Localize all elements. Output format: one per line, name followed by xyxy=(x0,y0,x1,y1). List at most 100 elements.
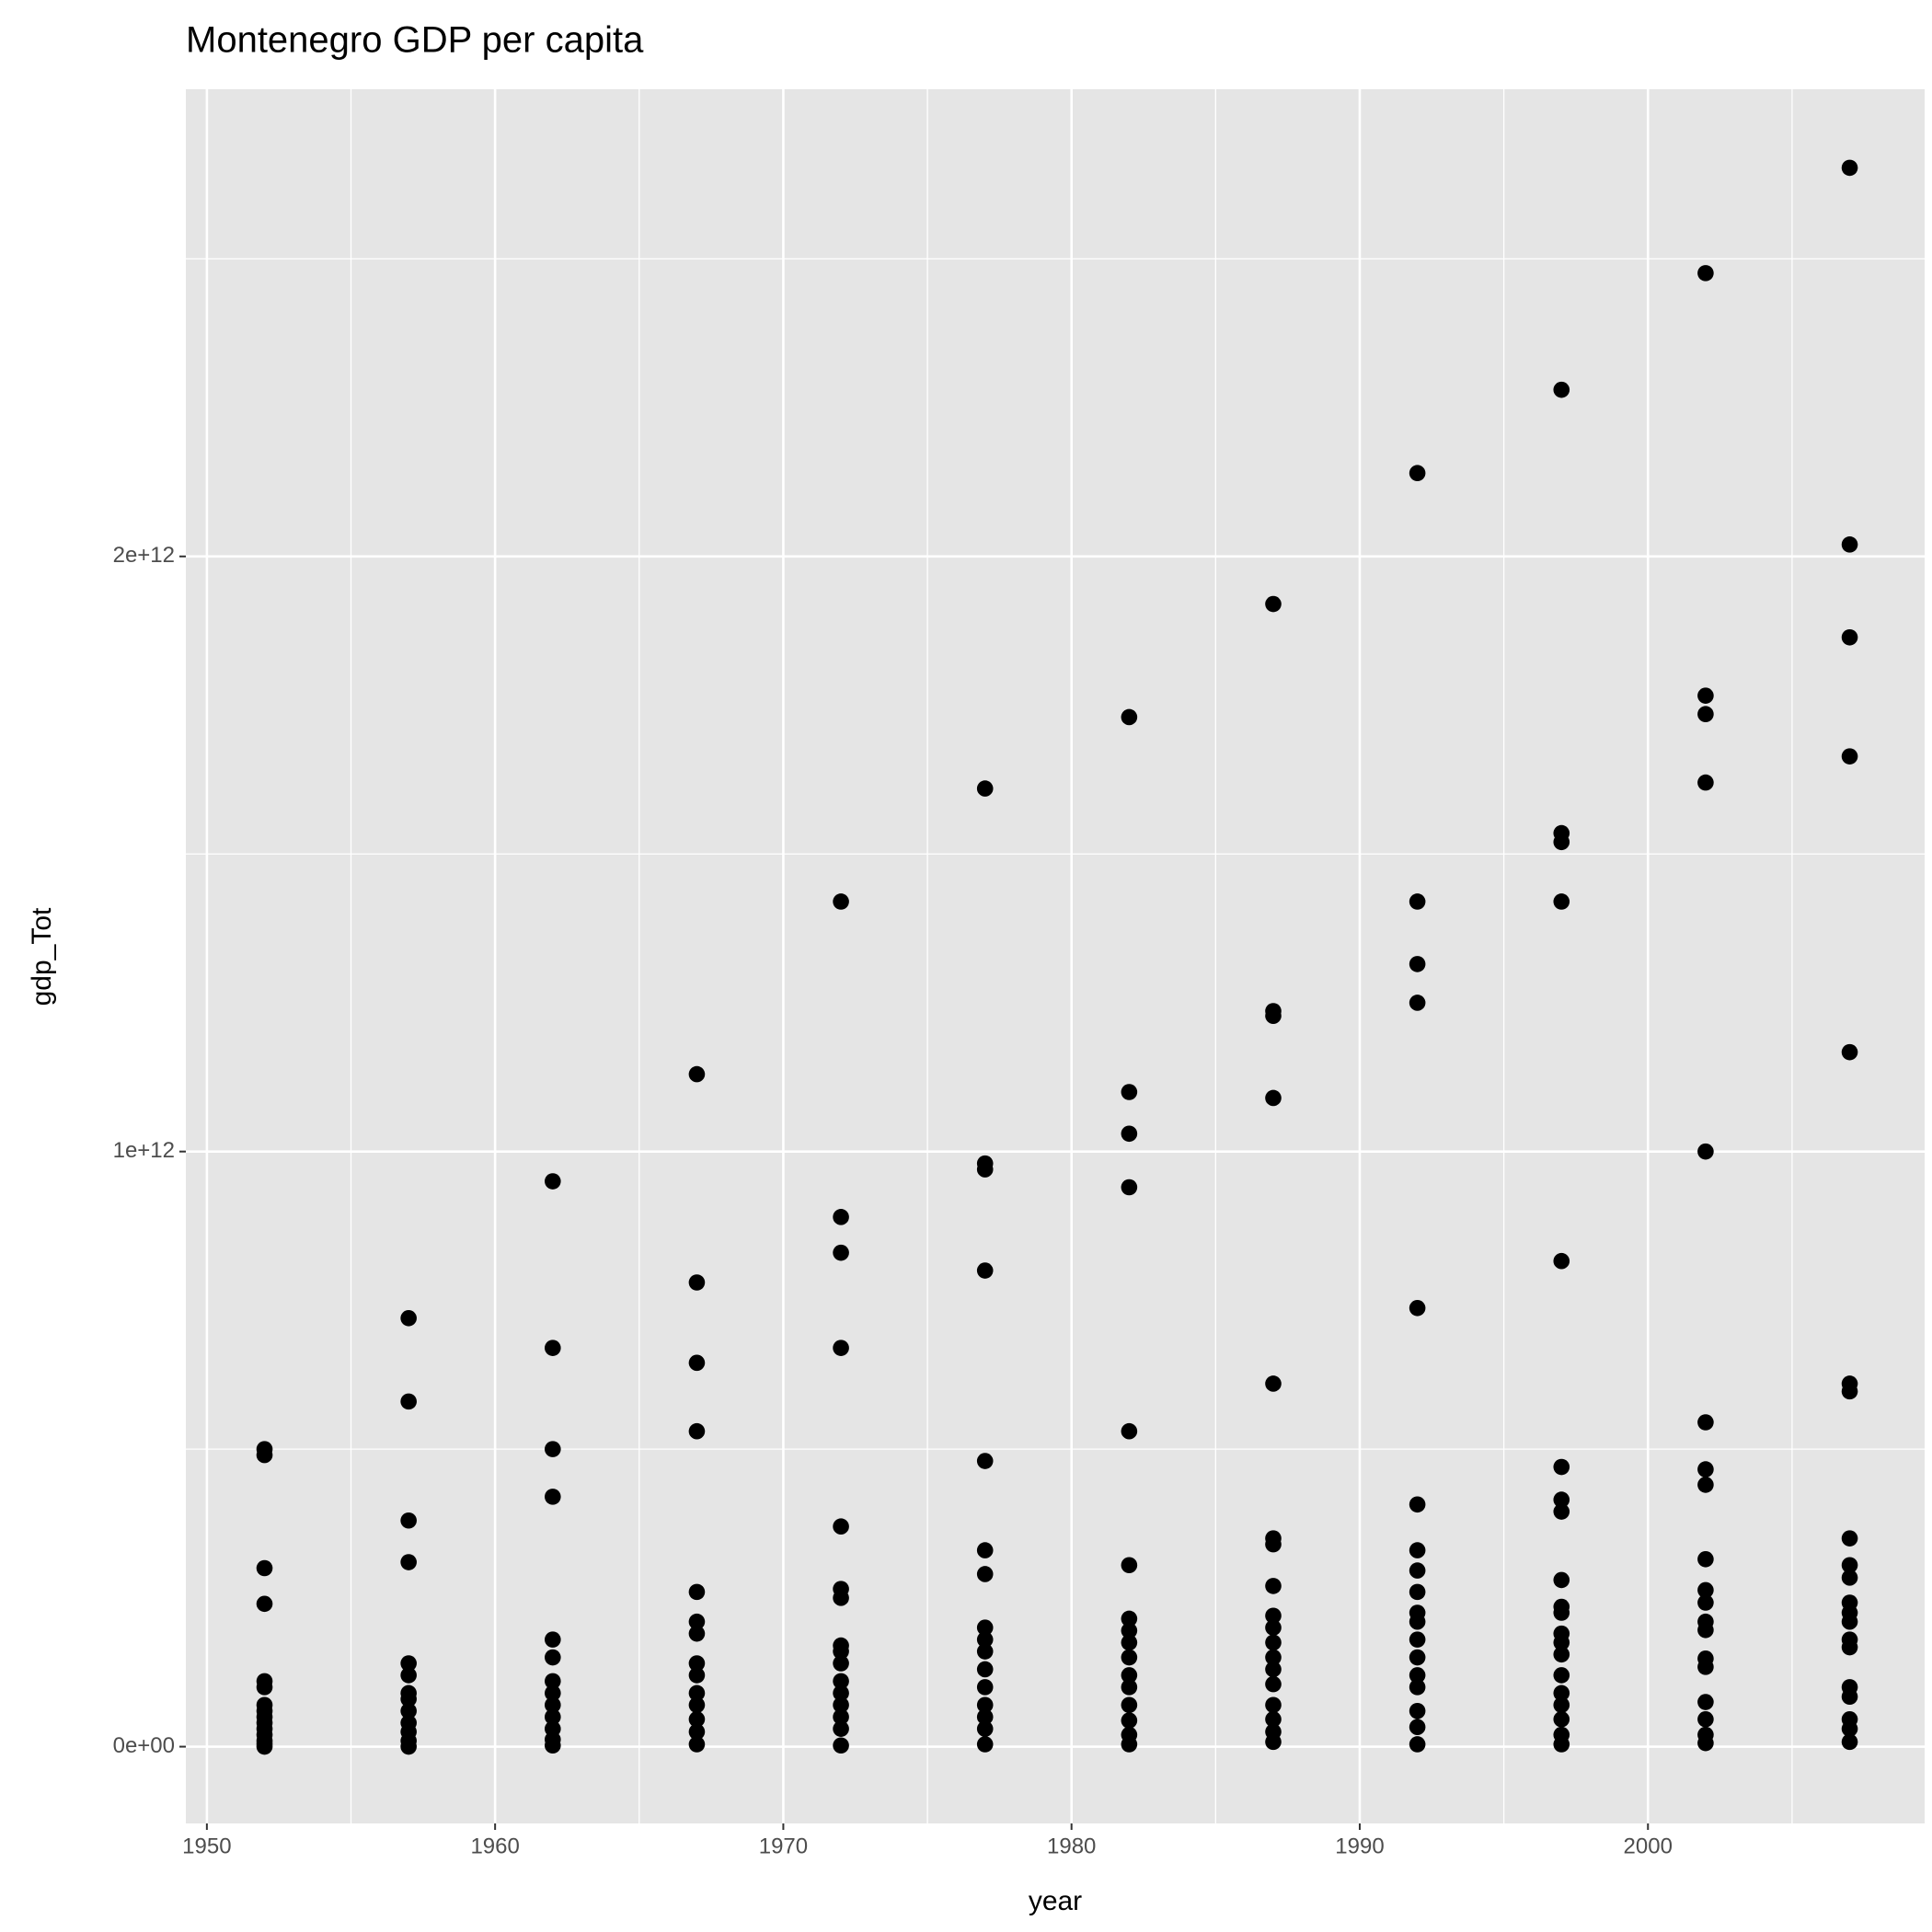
point xyxy=(1265,1661,1282,1678)
point xyxy=(833,1720,849,1737)
point xyxy=(833,1244,849,1261)
point xyxy=(833,1590,849,1606)
point xyxy=(1409,1496,1426,1513)
point xyxy=(976,1661,994,1678)
point xyxy=(976,1696,994,1714)
point xyxy=(1265,595,1282,613)
point xyxy=(1697,1550,1714,1568)
point xyxy=(1265,1007,1282,1024)
point xyxy=(688,1667,706,1684)
point xyxy=(1841,1720,1858,1737)
point xyxy=(1553,1491,1570,1508)
point xyxy=(256,1679,273,1696)
point xyxy=(1409,1613,1426,1630)
point xyxy=(1841,1557,1858,1574)
point xyxy=(545,1340,561,1356)
point xyxy=(545,1489,561,1505)
point xyxy=(976,1262,994,1279)
point xyxy=(833,1643,849,1660)
point xyxy=(688,1613,706,1630)
point xyxy=(976,1708,994,1726)
point xyxy=(976,1161,994,1178)
point xyxy=(688,1710,706,1728)
point xyxy=(1265,1578,1282,1594)
point xyxy=(1697,1581,1714,1599)
point xyxy=(688,1625,706,1642)
point xyxy=(1265,1733,1282,1751)
point xyxy=(1265,1675,1282,1693)
point xyxy=(1121,1179,1138,1196)
point xyxy=(1697,1477,1714,1493)
point xyxy=(833,893,849,910)
point xyxy=(1121,1679,1138,1696)
point xyxy=(1841,628,1858,646)
point xyxy=(1841,536,1858,553)
point xyxy=(976,1619,994,1636)
point xyxy=(833,1696,849,1714)
point xyxy=(1697,265,1714,282)
point xyxy=(1121,1084,1138,1100)
y-tick-label: 1e+12 xyxy=(113,1138,175,1163)
point xyxy=(688,1065,706,1083)
point xyxy=(1697,1143,1714,1160)
point xyxy=(256,1446,273,1464)
point xyxy=(1841,159,1858,177)
point xyxy=(545,1737,561,1754)
point xyxy=(1409,893,1426,910)
point xyxy=(1553,893,1570,910)
point xyxy=(545,1173,561,1190)
point xyxy=(976,1453,994,1469)
point xyxy=(1121,1736,1138,1753)
point xyxy=(1409,1649,1426,1666)
point xyxy=(976,1679,994,1696)
point xyxy=(256,1595,273,1613)
point xyxy=(400,1512,417,1529)
point xyxy=(1553,1736,1570,1753)
point xyxy=(545,1708,561,1726)
point xyxy=(1121,1557,1138,1574)
y-tick-label: 2e+12 xyxy=(113,543,175,568)
point xyxy=(688,1422,706,1440)
point xyxy=(256,1738,273,1755)
point xyxy=(976,780,994,797)
chart-title: Montenegro GDP per capita xyxy=(186,20,644,61)
point xyxy=(1697,774,1714,791)
point xyxy=(976,1643,994,1660)
point xyxy=(1409,1736,1426,1753)
point xyxy=(833,1518,849,1535)
point xyxy=(1409,1631,1426,1648)
x-tick-label: 2000 xyxy=(1624,1834,1673,1858)
point xyxy=(1841,1688,1858,1706)
point xyxy=(1697,1594,1714,1611)
y-axis-label: gdp_Tot xyxy=(27,907,57,1006)
point xyxy=(1265,1649,1282,1666)
point xyxy=(1409,1702,1426,1719)
point xyxy=(1553,834,1570,851)
point xyxy=(400,1393,417,1410)
point xyxy=(976,1542,994,1558)
y-tick-label: 0e+00 xyxy=(113,1733,175,1758)
point xyxy=(1841,1733,1858,1751)
point xyxy=(1697,1621,1714,1639)
point xyxy=(1121,1712,1138,1729)
point xyxy=(1265,1089,1282,1107)
point xyxy=(1265,1696,1282,1714)
point xyxy=(1553,1458,1570,1476)
point xyxy=(1265,1375,1282,1392)
point xyxy=(1553,1634,1570,1651)
x-tick-label: 1990 xyxy=(1335,1834,1384,1858)
point xyxy=(976,1631,994,1648)
point xyxy=(1409,1667,1426,1684)
x-tick-label: 1980 xyxy=(1047,1834,1096,1858)
point xyxy=(688,1274,706,1291)
point xyxy=(1121,1422,1138,1440)
point xyxy=(1553,1571,1570,1589)
point xyxy=(1841,1043,1858,1061)
point xyxy=(833,1673,849,1690)
point xyxy=(1265,1607,1282,1625)
point xyxy=(256,1559,273,1577)
point xyxy=(1697,706,1714,723)
point xyxy=(1841,1383,1858,1400)
